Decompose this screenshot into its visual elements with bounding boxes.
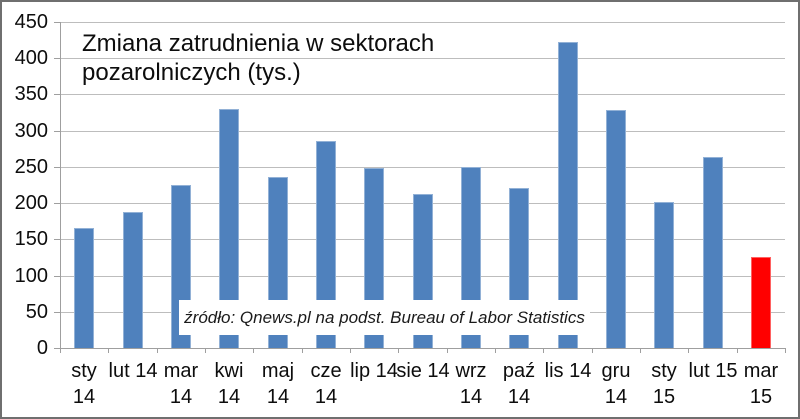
y-axis-tick-150 — [54, 239, 60, 241]
x-axis-tick-7 — [398, 348, 400, 353]
gridline-400 — [60, 58, 785, 60]
y-tick-label-100: 100 — [14, 264, 48, 287]
bar-cze-14 — [316, 141, 336, 348]
bar-lut-14 — [123, 212, 143, 348]
x-tick-label-10: lis 14 — [544, 360, 592, 382]
chart-title-line-2: pozarolniczych (tys.) — [82, 59, 301, 86]
x-tick-label-9: paź 14 — [502, 360, 536, 408]
x-axis-tick-4 — [253, 348, 255, 353]
bar-lut-15 — [703, 157, 723, 348]
y-axis-tick-400 — [54, 58, 60, 60]
y-axis-tick-350 — [54, 94, 60, 96]
x-axis-tick-2 — [156, 348, 158, 353]
x-tick-label-8: wrz 14 — [455, 360, 487, 408]
x-tick-label-0: sty 14 — [71, 360, 97, 408]
bar-mar-15 — [751, 257, 771, 348]
y-tick-label-50: 50 — [25, 300, 48, 323]
x-tick-label-13: lut 15 — [688, 360, 738, 382]
x-axis-tick-5 — [301, 348, 303, 353]
chart-title-line-1: Zmiana zatrudnienia w sektorach — [82, 30, 435, 57]
bar-gru-14 — [606, 110, 626, 348]
gridline-350 — [60, 94, 785, 96]
x-axis-tick-6 — [350, 348, 351, 353]
x-tick-label-5: cze 14 — [310, 360, 342, 408]
y-tick-label-200: 200 — [14, 192, 48, 215]
source-note-box: źródło: Qnews.pl na podst. Bureau of Lab… — [179, 300, 590, 335]
x-tick-label-14: mar 15 — [743, 360, 779, 408]
x-axis-line — [60, 348, 785, 349]
y-axis-tick-300 — [54, 130, 60, 132]
bar-sty-15 — [654, 202, 674, 348]
source-note-text: źródło: Qnews.pl na podst. Bureau of Lab… — [184, 307, 585, 327]
x-axis-tick-8 — [446, 348, 448, 353]
y-tick-label-400: 400 — [14, 47, 48, 70]
gridline-450 — [60, 22, 785, 23]
x-axis-tick-10 — [543, 348, 545, 353]
x-axis-tick-0 — [60, 348, 61, 353]
y-axis-line — [60, 22, 61, 349]
y-tick-label-300: 300 — [14, 119, 48, 142]
bar-lis-14 — [558, 42, 578, 348]
chart-title: Zmiana zatrudnienia w sektorach pozaroln… — [82, 29, 434, 87]
y-axis-tick-250 — [54, 166, 60, 168]
x-axis-tick-15 — [785, 348, 786, 353]
y-tick-label-350: 350 — [14, 83, 48, 106]
y-tick-label-0: 0 — [36, 337, 48, 359]
x-axis-tick-14 — [736, 348, 738, 353]
gridline-250 — [60, 166, 785, 168]
bar-kwi-14 — [219, 109, 239, 348]
gridline-300 — [60, 130, 785, 132]
y-tick-label-150: 150 — [14, 228, 48, 251]
x-axis-tick-11 — [591, 348, 593, 353]
x-tick-label-4: maj 14 — [261, 360, 295, 408]
x-tick-label-3: kwi 14 — [214, 360, 244, 408]
y-axis-tick-450 — [54, 22, 60, 23]
y-axis-tick-0 — [54, 348, 60, 349]
x-tick-label-11: gru 14 — [601, 360, 631, 408]
y-tick-label-450: 450 — [14, 11, 48, 33]
x-axis-tick-9 — [495, 348, 496, 353]
bar-sty-14 — [74, 228, 94, 348]
x-axis-tick-3 — [205, 348, 206, 353]
y-axis-tick-50 — [54, 311, 60, 313]
y-axis-tick-200 — [54, 203, 60, 205]
x-tick-label-2: mar 14 — [163, 360, 199, 408]
y-tick-label-250: 250 — [14, 155, 48, 178]
x-tick-label-1: lut 14 — [108, 360, 158, 382]
x-axis-tick-12 — [640, 348, 641, 353]
x-tick-label-12: sty 15 — [651, 360, 677, 408]
y-axis-tick-100 — [54, 275, 60, 277]
x-tick-label-6: lip 14 — [350, 360, 398, 382]
x-tick-label-7: sie 14 — [396, 360, 450, 382]
x-axis-tick-1 — [108, 348, 110, 353]
x-axis-tick-13 — [688, 348, 690, 353]
